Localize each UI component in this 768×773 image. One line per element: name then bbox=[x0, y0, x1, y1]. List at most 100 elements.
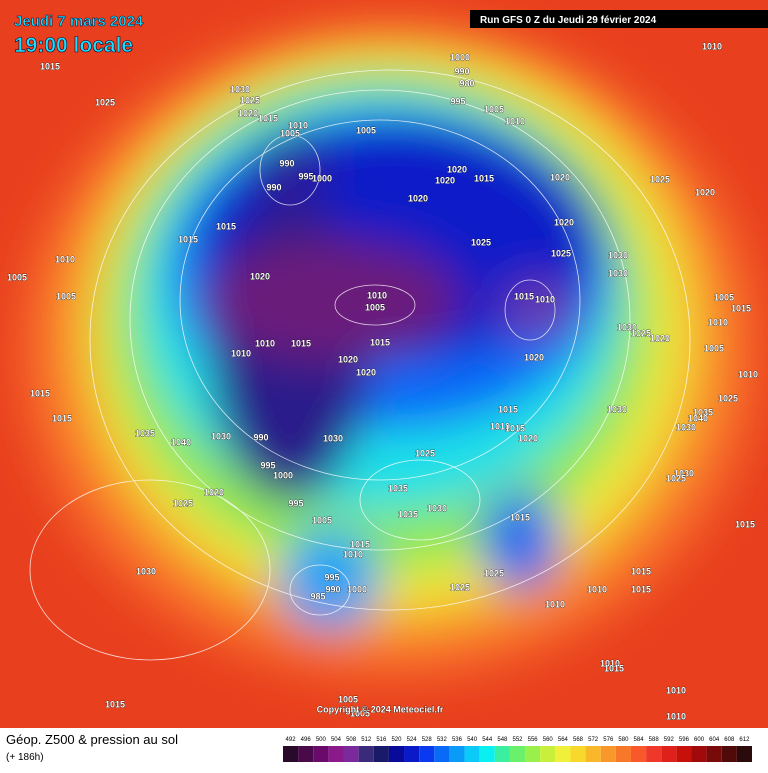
run-banner bbox=[470, 10, 768, 28]
pressure-label: 1020 bbox=[204, 487, 224, 497]
pressure-label: 1005 bbox=[714, 292, 734, 302]
pressure-label: 1000 bbox=[347, 584, 367, 594]
colorbar-swatch bbox=[736, 746, 752, 762]
pressure-label: 1005 bbox=[7, 272, 27, 282]
pressure-label: 1025 bbox=[666, 473, 686, 483]
pressure-label: 1030 bbox=[676, 422, 696, 432]
pressure-label: 1030 bbox=[211, 431, 231, 441]
pressure-label: 1025 bbox=[631, 328, 651, 338]
colorbar-swatch bbox=[525, 746, 541, 762]
copyright: Copyright © 2024 Meteociel.fr bbox=[317, 704, 444, 714]
pressure-label: 1040 bbox=[688, 413, 708, 423]
colorbar-label: 548 bbox=[497, 737, 508, 743]
pressure-label: 1025 bbox=[471, 237, 491, 247]
pressure-label: 1005 bbox=[280, 128, 300, 138]
colorbar: 492 496 500 504 508 512 516 520 524 528 532 536 540 5… bbox=[283, 737, 752, 762]
colorbar-swatch bbox=[721, 746, 737, 762]
colorbar-label: 528 bbox=[422, 737, 433, 743]
colorbar-label: 596 bbox=[679, 737, 690, 743]
pressure-label: 1015 bbox=[52, 413, 72, 423]
pressure-label: 1010 bbox=[231, 348, 251, 358]
colorbar-label: 512 bbox=[361, 737, 372, 743]
colorbar-swatch bbox=[676, 746, 692, 762]
pressure-label: 1030 bbox=[674, 468, 694, 478]
colorbar-label: 520 bbox=[391, 737, 402, 743]
pressure-label: 1015 bbox=[258, 113, 278, 123]
colorbar-label: 584 bbox=[634, 737, 645, 743]
pressure-label: 1020 bbox=[518, 433, 538, 443]
pressure-label: 1015 bbox=[474, 173, 494, 183]
pressure-label: 1035 bbox=[135, 428, 155, 438]
colorbar-label: 560 bbox=[543, 737, 554, 743]
pressure-label: 1000 bbox=[450, 52, 470, 62]
pressure-label: 1025 bbox=[240, 95, 260, 105]
forecast-time: 19:00 locale bbox=[14, 34, 133, 57]
pressure-label: 995 bbox=[260, 460, 275, 470]
pressure-label: 1020 bbox=[554, 217, 574, 227]
colorbar-swatch bbox=[600, 746, 616, 762]
run-info: Run GFS 0 Z du Jeudi 29 février 2024 bbox=[480, 15, 657, 26]
colorbar-swatch bbox=[328, 746, 344, 762]
pressure-label: 995 bbox=[298, 171, 313, 181]
pressure-label: 1030 bbox=[427, 503, 447, 513]
pressure-label: 1015 bbox=[731, 303, 751, 313]
colorbar-swatch bbox=[449, 746, 465, 762]
pressure-label: 1025 bbox=[551, 248, 571, 258]
colorbar-label: 492 bbox=[286, 737, 297, 743]
pressure-label: 1010 bbox=[600, 658, 620, 668]
pressure-label: 1035 bbox=[398, 509, 418, 519]
pressure-label: 1005 bbox=[365, 302, 385, 312]
colorbar-label: 608 bbox=[724, 737, 735, 743]
pressure-label: 1005 bbox=[484, 104, 504, 114]
pressure-label: 1020 bbox=[447, 164, 467, 174]
colorbar-label: 556 bbox=[528, 737, 539, 743]
colorbar-swatch bbox=[615, 746, 631, 762]
pressure-label: 1010 bbox=[288, 120, 308, 130]
pressure-label: 1015 bbox=[40, 61, 60, 71]
colorbar-label: 524 bbox=[407, 737, 418, 743]
pressure-label: 1015 bbox=[735, 519, 755, 529]
pressure-label: 1025 bbox=[450, 582, 470, 592]
colorbar-swatch bbox=[283, 746, 299, 762]
colorbar-label: 576 bbox=[603, 737, 614, 743]
pressure-label: 1010 bbox=[587, 584, 607, 594]
colorbar-label: 564 bbox=[558, 737, 569, 743]
pressure-label: 1030 bbox=[608, 268, 628, 278]
pressure-label: 1010 bbox=[55, 254, 75, 264]
pressure-label: 1010 bbox=[702, 41, 722, 51]
colorbar-swatch bbox=[434, 746, 450, 762]
pressure-label: 1010 bbox=[367, 290, 387, 300]
pressure-label: 1015 bbox=[631, 584, 651, 594]
pressure-label: 1005 bbox=[704, 343, 724, 353]
colorbar-swatch bbox=[661, 746, 677, 762]
pressure-label: 1010 bbox=[666, 711, 686, 721]
pressure-label: 1005 bbox=[356, 125, 376, 135]
footer-lead: (+ 186h) bbox=[6, 752, 44, 763]
colorbar-label: 496 bbox=[301, 737, 312, 743]
colorbar-swatch bbox=[509, 746, 526, 762]
pressure-label: 1030 bbox=[608, 250, 628, 260]
pressure-label: 1010 bbox=[545, 599, 565, 609]
pressure-label: 1015 bbox=[604, 663, 624, 673]
pressure-label: 1020 bbox=[524, 352, 544, 362]
pressure-label: 1010 bbox=[535, 294, 555, 304]
colorbar-swatch bbox=[555, 746, 571, 762]
colorbar-swatch bbox=[343, 746, 359, 762]
pressure-label: 1020 bbox=[250, 271, 270, 281]
pressure-label: 1010 bbox=[490, 421, 510, 431]
pressure-label: 1035 bbox=[693, 407, 713, 417]
colorbar-label: 600 bbox=[694, 737, 705, 743]
pressure-label: 1010 bbox=[666, 685, 686, 695]
colorbar-label: 592 bbox=[664, 737, 675, 743]
colorbar-label: 540 bbox=[467, 737, 478, 743]
pressure-label: 1020 bbox=[435, 175, 455, 185]
pressure-label: 1010 bbox=[505, 116, 525, 126]
pressure-label: 1025 bbox=[173, 498, 193, 508]
pressure-label: 1020 bbox=[550, 172, 570, 182]
colorbar-label: 580 bbox=[618, 737, 629, 743]
colorbar-swatch bbox=[404, 746, 420, 762]
pressure-label: 1030 bbox=[136, 566, 156, 576]
forecast-date: Jeudi 7 mars 2024 bbox=[14, 13, 144, 30]
pressure-label: 1015 bbox=[370, 337, 390, 347]
